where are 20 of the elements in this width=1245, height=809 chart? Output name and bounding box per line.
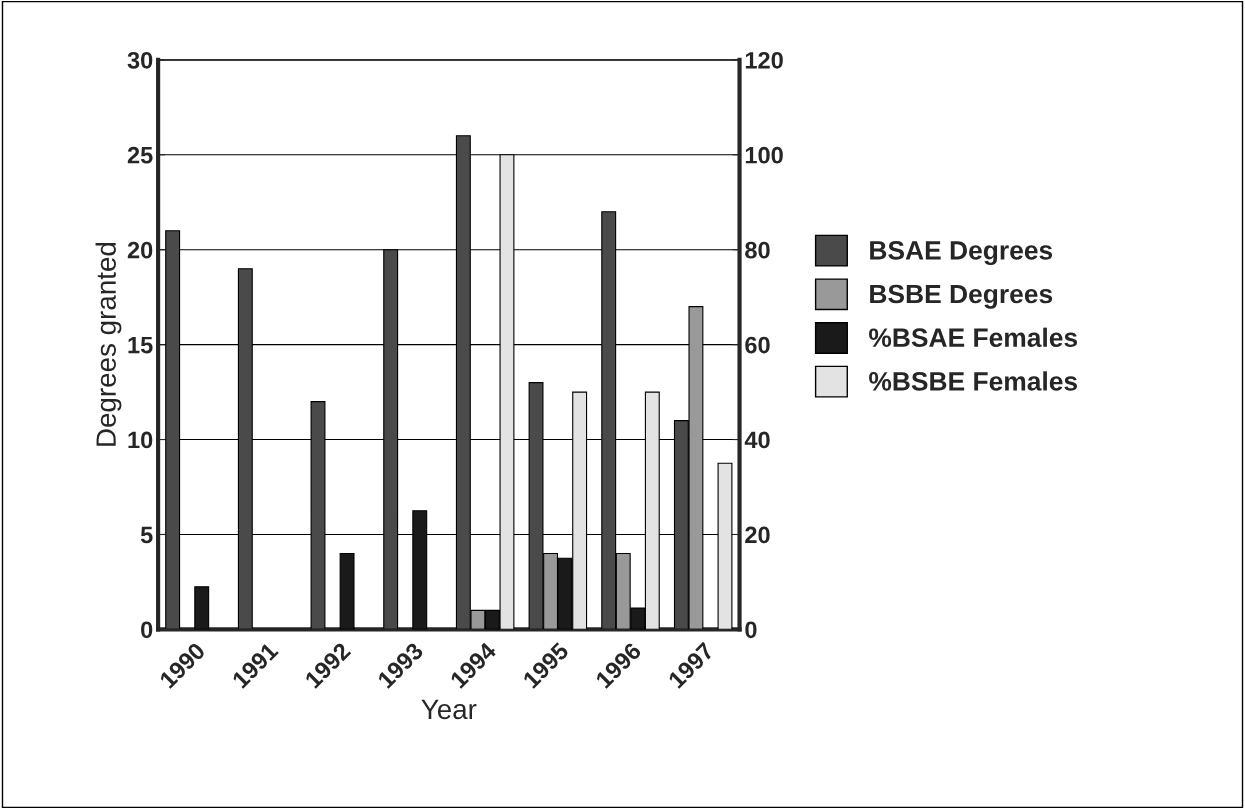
y-tick-label: 20 [127, 241, 153, 259]
y-tick-label: 0 [141, 621, 153, 639]
legend-label: BSAE Degrees [870, 240, 1053, 266]
y2-tick-label: 40 [744, 431, 770, 449]
legend-label: %BSAE Females [869, 327, 1078, 348]
y-tick-label: 15 [128, 336, 153, 354]
y-axis-title: Degrees granted [95, 242, 122, 446]
y-tick-label: 30 [127, 51, 153, 69]
y2-tick-label: 0 [745, 621, 757, 639]
y-tick-label: 25 [127, 146, 153, 164]
y2-tick-label: 120 [745, 51, 783, 69]
y-tick-label: 5 [140, 526, 153, 544]
legend-label: BSBE Degrees [870, 284, 1053, 309]
y2-tick-label: 80 [745, 241, 770, 259]
legend-label: %BSBE Females [869, 371, 1078, 391]
y2-tick-label: 60 [745, 336, 770, 354]
y-tick-label: 10 [128, 431, 153, 449]
x-axis-title: Year [421, 699, 477, 720]
y2-tick-label: 20 [745, 526, 770, 544]
y2-tick-label: 100 [745, 146, 783, 164]
